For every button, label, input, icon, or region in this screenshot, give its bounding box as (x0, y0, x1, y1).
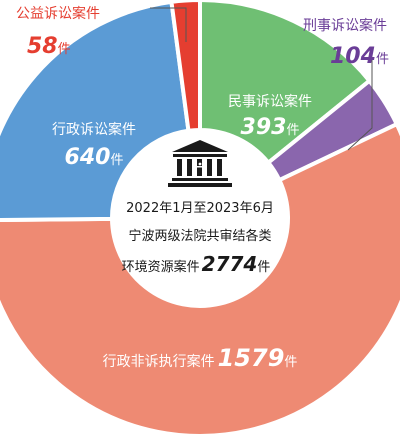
slice-label-administrative-name: 行政诉讼案件 (52, 121, 136, 138)
courthouse-icon (168, 140, 232, 187)
slice-value-administrative: 640 (65, 145, 111, 170)
slice-unit-civil: 件 (286, 123, 299, 138)
slice-unit-non-litigation: 件 (284, 355, 297, 370)
slice-value-civil: 393 (241, 115, 287, 140)
slice-unit-criminal: 件 (376, 52, 389, 67)
slice-name-non-litigation: 行政非诉执行案件 (103, 353, 215, 370)
center-disc (112, 130, 288, 306)
slice-value-non-litigation: 1579 (218, 344, 285, 372)
slice-label-public-interest-name: 公益诉讼案件 (16, 5, 100, 22)
slice-label-civil-value: 393件 (241, 115, 300, 140)
slice-unit-administrative: 件 (110, 153, 123, 168)
center-line-3: 环境资源案件 2774件 (122, 252, 271, 276)
slice-label-criminal-name: 刑事诉讼案件 (303, 17, 387, 34)
slice-label-non-litigation: 行政非诉执行案件 1579件 (103, 344, 298, 372)
center-total-unit: 件 (257, 260, 270, 275)
center-line-2: 宁波两级法院共审结各类 (128, 228, 271, 244)
leader-line-public-interest (150, 7, 187, 42)
leader-line-criminal (347, 58, 373, 151)
slice-label-administrative-value: 640件 (65, 145, 124, 170)
center-line-1: 2022年1月至2023年6月 (126, 201, 274, 216)
slice-value-criminal: 104 (330, 44, 376, 69)
center-line-3-prefix: 环境资源案件 (122, 260, 200, 275)
leader-lines (150, 7, 373, 151)
slice-label-criminal-value: 104件 (330, 44, 389, 69)
slice-label-public-interest-value: 58件 (27, 34, 71, 59)
slice-label-civil-name: 民事诉讼案件 (228, 93, 312, 110)
center-total: 2774 (202, 252, 258, 276)
slice-unit-public-interest: 件 (58, 42, 71, 57)
slice-value-public-interest: 58 (27, 34, 58, 59)
